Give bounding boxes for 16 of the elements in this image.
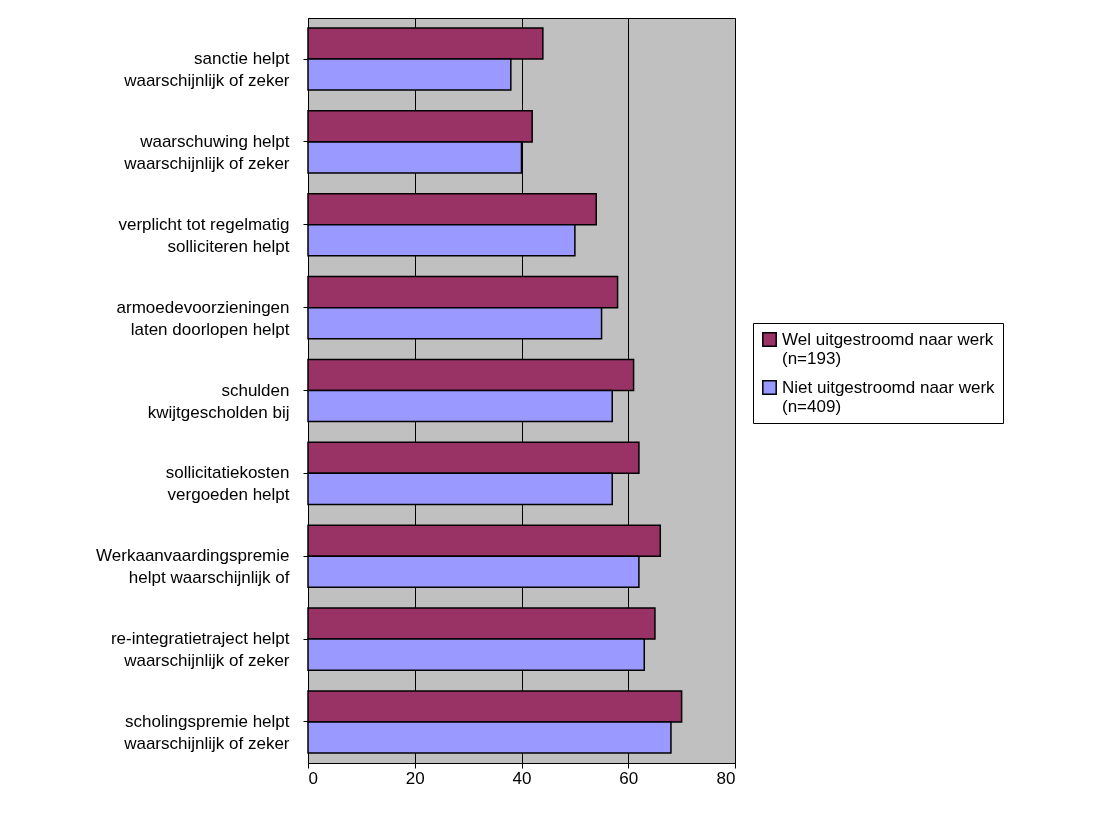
y-tick-label: verplicht tot regelmatig solliciteren helpt [118,214,290,256]
y-tick-label: waarschuwing helpt waarschijnlijk of zeker [123,131,290,173]
x-tick-label: 80 [716,768,736,788]
y-tick-label: sanctie helpt waarschijnlijk of zeker [123,49,290,91]
y-tick-label: re-integratietraject helpt waarschijnlijk of zeker [110,629,290,671]
x-tick-label: 40 [512,768,532,788]
y-tick-label: schulden kwijtgescholden bij [147,380,290,422]
x-tick-label: 20 [405,768,425,788]
x-tick-label: 0 [308,768,318,788]
legend-label: Niet uitgestroomd naar werk (n=409) [782,377,996,416]
legend-label: Wel uitgestroomd naar werk (n=193) [782,329,994,368]
x-tick-label: 60 [619,768,639,788]
y-tick-label: armoedevoorzieningen laten doorlopen helpt [116,297,290,339]
y-tick-label: sollicitatiekosten vergoeden helpt [165,463,290,505]
y-tick-label: scholingspremie helpt waarschijnlijk of zeker [123,711,290,753]
y-tick-label: Werkaanvaardingspremie helpt waarschijnlijk of [96,546,290,588]
